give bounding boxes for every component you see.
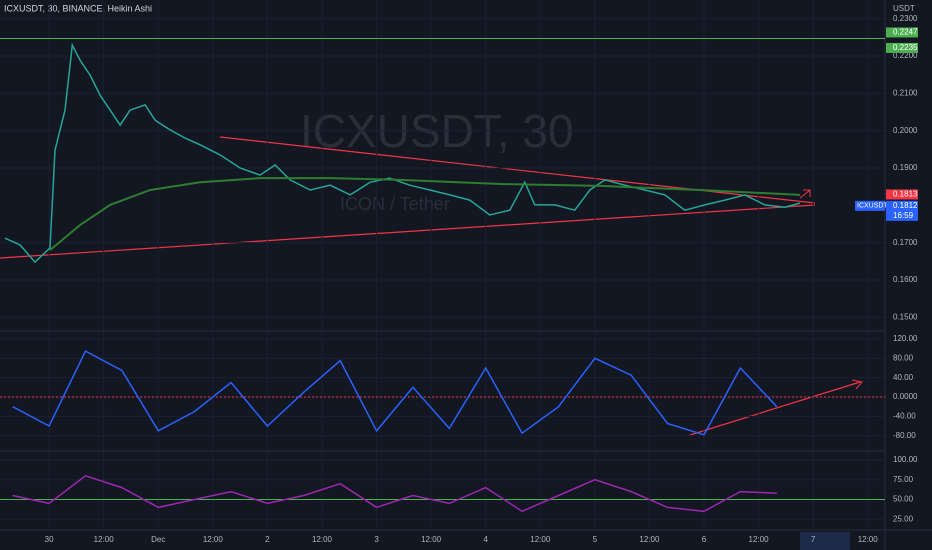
y-tick-label: 0.2100 [893,88,918,97]
series-line [4,42,801,264]
trend-line [219,136,816,204]
time-label: 12:00 [639,535,660,544]
y-tick-label: 0.1500 [893,312,918,321]
watermark: ICXUSDT, 30 [300,105,574,157]
date-highlight [800,532,850,550]
y-tick-label: 0.2200 [893,51,918,60]
countdown: 16:59 [893,211,914,220]
y-tick-label: 0.1700 [893,238,918,247]
time-label: 7 [811,535,816,544]
time-label: 12:00 [203,535,224,544]
series-line [49,177,801,251]
time-label: 4 [483,535,488,544]
y-tick-label: 0.1600 [893,275,918,284]
trend-line [689,381,861,436]
price-box [886,42,918,53]
time-label: 12:00 [530,535,551,544]
y-tick-label: 0.0000 [893,392,918,401]
time-label: 3 [374,535,379,544]
time-label: 12:00 [858,535,879,544]
y-tick-label: 0.2000 [893,126,918,135]
y-tick-label: -80.00 [893,431,916,440]
arrow [851,379,863,390]
price-label: 0.2247 [893,28,918,37]
y-tick-label: 40.00 [893,373,914,382]
y-tick-label: 120.00 [893,334,918,343]
price-box [886,189,918,200]
currency: USDT [893,4,915,13]
time-label: 12:00 [421,535,442,544]
time-label: 12:00 [94,535,115,544]
symbol-label: ICXUSDT [857,203,888,210]
price-label: 0.2235 [893,43,918,52]
time-label: 12:00 [749,535,770,544]
time-label: 30 [45,535,54,544]
price-box [886,27,918,38]
time-label: 2 [265,535,270,544]
y-tick-label: 75.00 [893,475,914,484]
y-tick-label: 80.00 [893,353,914,362]
price-label: 0.1813 [893,190,918,199]
price-label: 0.1812 [893,201,918,210]
time-label: Dec [151,535,165,544]
y-tick-label: 100.00 [893,455,918,464]
y-tick-label: -40.00 [893,411,916,420]
series-line [12,474,777,513]
chart-header: ICXUSDT, 30, BINANCE, Heikin Ashi [4,3,152,13]
symbol-box [855,200,885,211]
watermark-sub: ICON / Tether [340,194,450,214]
y-tick-label: 50.00 [893,495,914,504]
time-label: 6 [702,535,707,544]
price-box [886,200,918,221]
time-label: 12:00 [312,535,333,544]
time-label: 5 [593,535,598,544]
y-tick-label: 25.00 [893,514,914,523]
series-line [12,350,778,436]
y-tick-label: 0.1900 [893,163,918,172]
trend-line [0,204,816,259]
arrow [799,189,811,199]
y-tick-label: 0.2300 [893,14,918,23]
